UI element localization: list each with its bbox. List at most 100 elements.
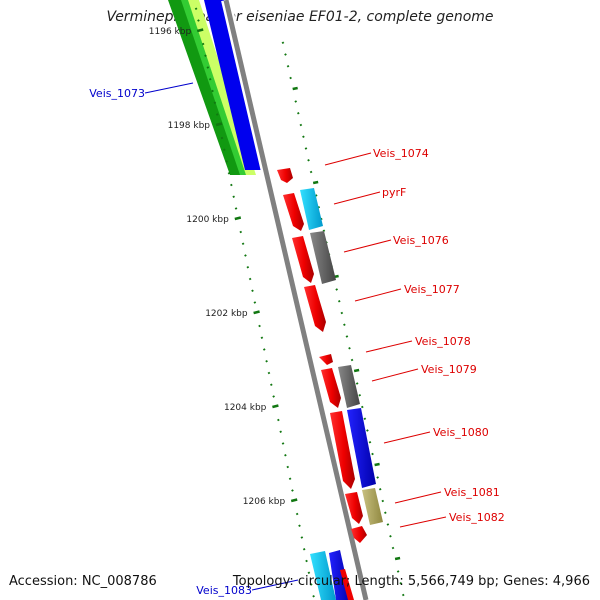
strip-green	[181, 0, 248, 175]
kbp-minor-tick	[284, 453, 287, 457]
outer-ruler-tick	[389, 534, 392, 538]
kbp-minor-tick	[288, 477, 292, 481]
outer-ruler-tick	[343, 323, 346, 327]
kbp-minor-tick	[260, 336, 264, 340]
kbp-tick-label: 1204 kbp	[224, 403, 267, 413]
outer-ruler-tick	[345, 335, 349, 338]
cds-veis-1074	[277, 168, 293, 183]
outer-ruler-tick	[368, 440, 372, 444]
kbp-minor-tick	[248, 277, 252, 281]
kbp-minor-tick	[227, 171, 231, 175]
kbp-minor-tick	[239, 230, 243, 234]
kbp-minor-tick	[307, 571, 311, 575]
outer-ruler-tick	[381, 499, 385, 503]
outer-ruler-tick	[335, 288, 339, 291]
outer-ruler-tick	[348, 346, 351, 350]
gene-label-veis-1074[interactable]: Veis_1074	[373, 147, 429, 160]
kbp-minor-tick	[291, 489, 294, 492]
outer-ruler-tick	[360, 405, 364, 409]
outer-ruler-tick	[396, 570, 400, 573]
kbp-minor-tick	[253, 301, 257, 304]
outer-ruler-tick	[399, 581, 403, 585]
leader-veis-1077	[354, 288, 402, 302]
kbp-minor-tick	[225, 160, 228, 163]
cds-veis-1078	[319, 354, 333, 365]
kbp-minor-tick	[232, 195, 236, 199]
kbp-minor-tick	[251, 289, 254, 293]
kbp-minor-tick	[211, 89, 214, 93]
leader-veis-1073	[144, 82, 194, 94]
outer-ruler-tick	[299, 123, 303, 127]
outer-ruler-tick	[292, 86, 298, 91]
cds-veis-1077	[304, 285, 326, 332]
gene-label-veis-1078[interactable]: Veis_1078	[415, 335, 471, 348]
cds-veis-1076	[292, 236, 314, 283]
outer-ruler-tick	[391, 546, 395, 550]
gene-label-veis-1073[interactable]: Veis_1073	[89, 87, 145, 100]
kbp-minor-tick	[204, 54, 207, 58]
gene-labels: Veis_1073 Veis_1074 pyrF Veis_1076 Veis_…	[89, 82, 505, 597]
kbp-minor-tick	[197, 19, 200, 22]
gene-label-pyrf[interactable]: pyrF	[382, 186, 406, 199]
gene-label-veis-1079[interactable]: Veis_1079	[421, 363, 477, 376]
gene-label-veis-1080[interactable]: Veis_1080	[433, 426, 489, 439]
cds-veis-1079	[321, 368, 341, 408]
genome-backbone	[221, 0, 371, 600]
kbp-minor-tick	[305, 559, 308, 563]
outer-ruler-tick	[312, 180, 319, 185]
kbp-minor-tick	[194, 7, 198, 11]
cog-veis-1080-blue	[347, 408, 376, 488]
leader-veis-1082	[399, 516, 447, 528]
leader-veis-1080	[383, 431, 431, 444]
outer-ruler-tick	[355, 382, 359, 385]
kbp-minor-tick	[277, 418, 280, 422]
outer-ruler-tick	[294, 100, 298, 103]
cds-veis-1082	[351, 526, 367, 543]
kbp-minor-tick	[234, 207, 238, 210]
outer-ruler-tick	[363, 417, 367, 421]
kbp-minor-tick	[267, 371, 271, 375]
kbp-minor-tick	[241, 242, 245, 246]
outer-ruler-tick	[366, 429, 369, 432]
cds-veis-1080	[330, 411, 355, 489]
outer-ruler-tick	[378, 487, 382, 491]
gene-label-veis-1082[interactable]: Veis_1082	[449, 511, 505, 524]
outer-ruler-tick	[322, 229, 326, 233]
outer-ruler-tick	[304, 147, 308, 150]
cog-veis-1081-khaki	[362, 488, 383, 525]
cds-veis-1081	[345, 492, 363, 524]
outer-ruler-tick	[374, 462, 380, 467]
strip-blue	[204, 0, 263, 170]
kbp-minor-tick	[220, 136, 224, 140]
outer-ruler-tick	[376, 476, 379, 479]
cds-features	[277, 168, 367, 543]
gene-label-veis-1083[interactable]: Veis_1083	[196, 584, 252, 597]
outer-ruler-tick	[401, 593, 405, 597]
kbp-tick-label: 1202 kbp	[205, 309, 248, 319]
gene-label-veis-1081[interactable]: Veis_1081	[444, 486, 500, 499]
cog-track-strips	[168, 0, 263, 175]
cog-features	[300, 188, 383, 600]
kbp-minor-tick	[246, 265, 250, 269]
kbp-minor-tick	[222, 148, 226, 152]
kbp-minor-tick	[201, 42, 205, 46]
leader-pyrf	[333, 191, 381, 205]
outer-ruler-tick	[337, 299, 341, 303]
kbp-minor-tick	[213, 101, 217, 105]
kbp-tick-label: 1200 kbp	[186, 215, 229, 225]
kbp-major-tick	[234, 216, 242, 221]
outer-ruler-tick	[340, 311, 344, 315]
kbp-major-tick	[272, 404, 279, 409]
kbp-ruler: 1196 kbp 1198 kbp 1200 kbp 1202 kbp 1204 kbp…	[149, 7, 315, 598]
kbp-minor-tick	[300, 536, 304, 539]
kbp-minor-tick	[272, 395, 275, 398]
leader-veis-1083	[251, 579, 299, 591]
gene-label-veis-1076[interactable]: Veis_1076	[393, 234, 449, 247]
kbp-minor-tick	[206, 66, 210, 69]
cds-pyrf	[283, 193, 304, 231]
kbp-minor-tick	[269, 383, 273, 387]
kbp-minor-tick	[281, 442, 285, 445]
gene-label-veis-1077[interactable]: Veis_1077	[404, 283, 460, 296]
kbp-tick-label: 1206 kbp	[243, 497, 286, 507]
leader-veis-1078	[365, 340, 413, 353]
